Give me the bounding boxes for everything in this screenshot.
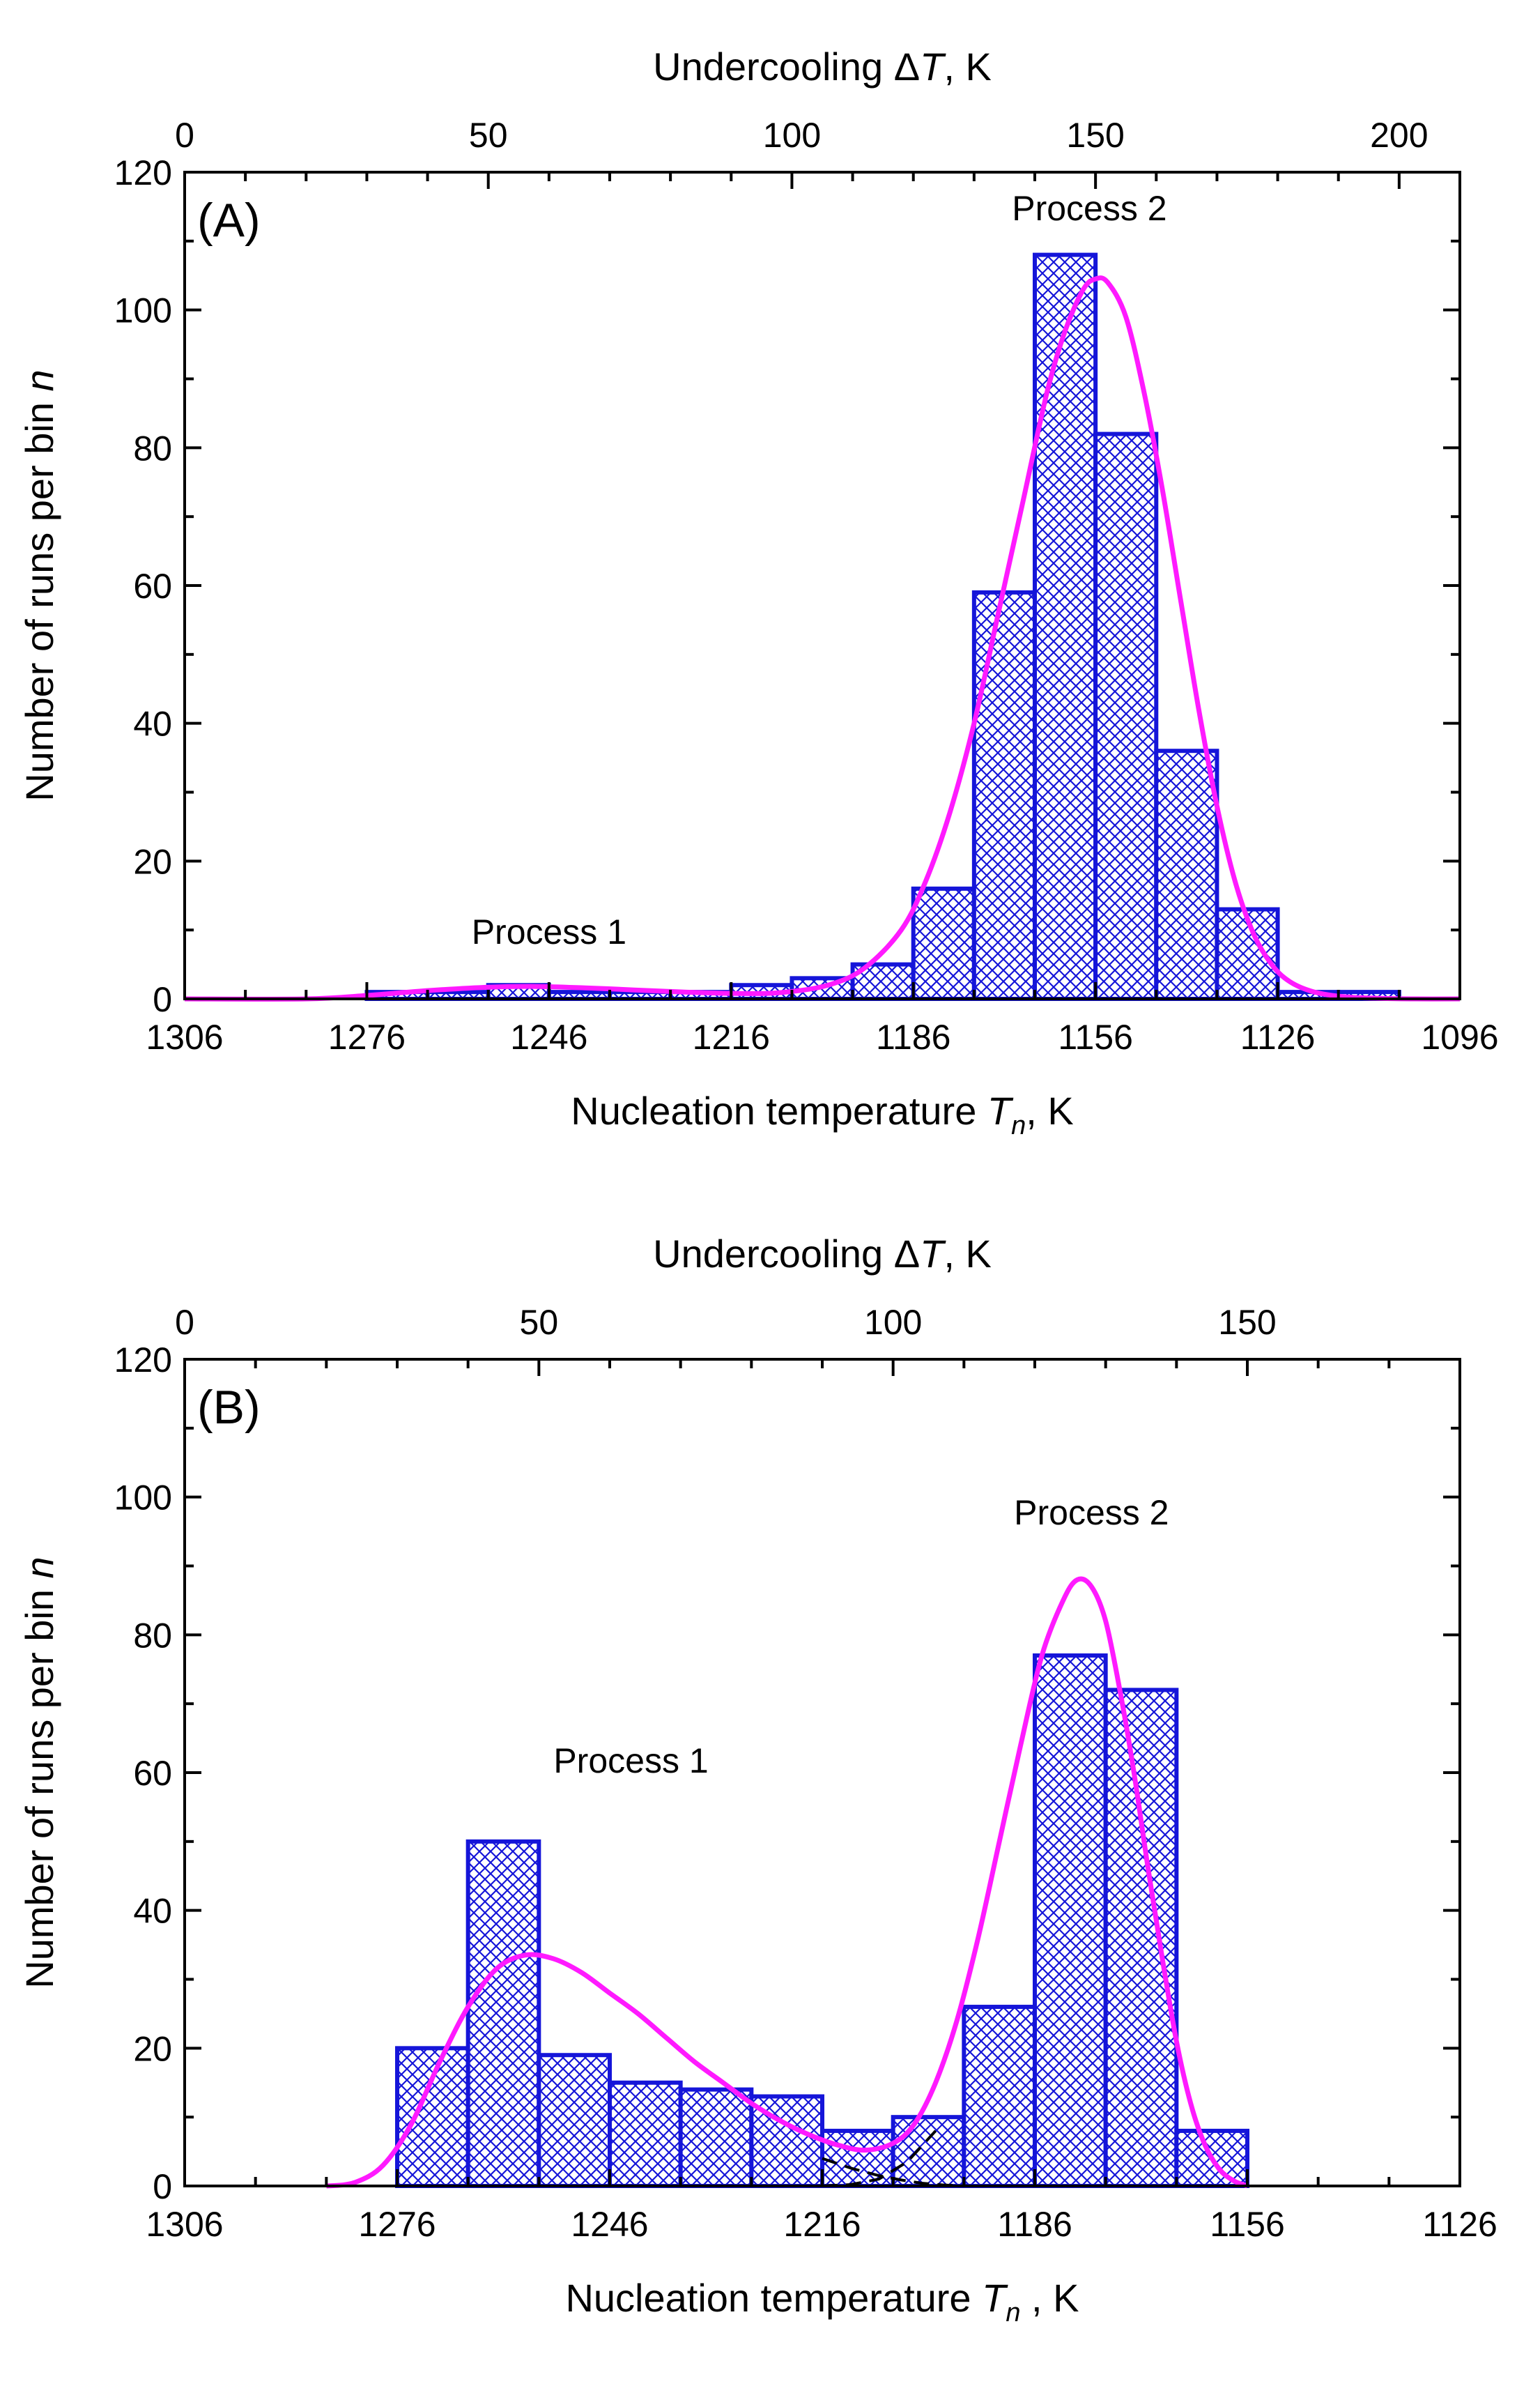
panel-b-bar-3: [608, 2080, 683, 2188]
panel-b-bar-0: [395, 2046, 470, 2188]
panel-a-top-axis-title: Undercooling ΔT, K: [653, 45, 992, 89]
panel-a-bottom-tick-label: 1156: [1058, 1018, 1133, 1057]
panel-a-bar-12: [1093, 431, 1159, 1001]
panel-a-bottom-tick-label: 1246: [510, 1018, 587, 1057]
panel-a-y-tick-label: 0: [153, 980, 172, 1019]
panel-b-bottom-tick-label: 1216: [783, 2205, 861, 2244]
panel-b-y-tick-label: 80: [133, 1616, 172, 1655]
panel-a-bottom-axis-title: Nucleation temperature Tn, K: [571, 1089, 1073, 1140]
panel-b-bar-10: [1103, 1688, 1179, 2188]
panel-b-component-curve-2: [822, 2130, 937, 2187]
panel-b-top-tick-label: 0: [175, 1303, 194, 1342]
panel-b-bottom-tick-label: 1276: [358, 2205, 436, 2244]
panel-a-bottom-tick-label: 1096: [1421, 1018, 1498, 1057]
panel-a-fit-curve: [184, 275, 1461, 1002]
panel-a-annotation: Process 2: [1012, 189, 1166, 228]
panel-a-top-tick-label: 100: [763, 116, 821, 155]
panel-b-bar-1: [465, 1839, 541, 2188]
panel-a-bottom-tick-label: 1186: [876, 1018, 951, 1057]
panel-b-y-tick-label: 100: [114, 1478, 172, 1517]
panel-b-bar-7: [891, 2115, 967, 2189]
panel-b-top-tick-label: 50: [520, 1303, 559, 1342]
panel-b-annotation: Process 2: [1014, 1493, 1169, 1532]
panel-a-y-tick-label: 120: [114, 153, 172, 192]
panel-b-bar-2: [537, 2053, 612, 2188]
panel-a-y-tick-label: 40: [133, 705, 172, 744]
panel-a-y-tick-label: 100: [114, 291, 172, 330]
panel-b-top-tick-label: 100: [864, 1303, 922, 1342]
panel-a-bar-13: [1154, 749, 1219, 1001]
panel-a-y-axis-title: Number of runs per bin n: [17, 369, 61, 801]
panel-a-y-tick-label: 80: [133, 429, 172, 468]
panel-a-bar-9: [911, 886, 976, 1002]
panel-b-bar-8: [962, 2005, 1038, 2189]
panel-a-bottom-tick-label: 1216: [693, 1018, 770, 1057]
panel-b-panel-label: (B): [197, 1381, 261, 1434]
panel-a-bottom-tick-label: 1276: [328, 1018, 406, 1057]
panel-a-top-tick-label: 150: [1066, 116, 1124, 155]
panel-b-bars: [395, 1653, 1250, 2189]
panel-a-bottom-tick-label: 1306: [146, 1018, 223, 1057]
panel-a-top-tick-label: 50: [469, 116, 508, 155]
panel-a-bars: [364, 252, 1401, 1002]
panel-b-y-tick-label: 20: [133, 2029, 172, 2068]
panel-a-panel-label: (A): [197, 194, 261, 247]
panel-b-bottom-axis-title: Nucleation temperature Tn , K: [565, 2276, 1079, 2327]
panel-b-y-tick-label: 120: [114, 1340, 172, 1379]
panel-b-bottom-tick-label: 1156: [1210, 2205, 1285, 2244]
panel-a-bar-10: [971, 590, 1038, 1001]
panel-a-y-tick-label: 20: [133, 842, 172, 881]
panel-a-plot-frame: [183, 171, 1461, 1000]
panel-b-bottom-tick-label: 1186: [997, 2205, 1072, 2244]
panel-a-annotation: Process 1: [472, 912, 626, 951]
panel-b-bar-9: [1033, 1653, 1108, 2189]
panel-a-chart: 1306 1276 1246 1216 1186 1156 1126 1096 0 50 100 15…: [17, 45, 1499, 1140]
panel-b-bottom-tick-label: 1246: [571, 2205, 648, 2244]
panel-b-top-axis-title: Undercooling ΔT, K: [653, 1232, 992, 1276]
panel-a-bar-11: [1033, 252, 1098, 1002]
panel-b-y-tick-label: 60: [133, 1754, 172, 1793]
panel-b-y-axis-title: Number of runs per bin n: [17, 1557, 61, 1988]
panel-b-y-tick-label: 0: [153, 2167, 172, 2206]
panel-a-y-tick-label: 60: [133, 567, 172, 606]
panel-b-plot-frame: [183, 1358, 1461, 2187]
panel-a-bottom-tick-label: 1126: [1240, 1018, 1316, 1057]
panel-b-y-tick-label: 40: [133, 1892, 172, 1931]
panel-a-top-tick-label: 0: [175, 116, 194, 155]
panel-b-bottom-tick-label: 1126: [1422, 2205, 1497, 2244]
panel-b-fit-curve: [325, 1576, 1249, 2189]
panel-b-annotation: Process 1: [553, 1741, 708, 1780]
panel-b-top-tick-label: 150: [1218, 1303, 1276, 1342]
panel-a-top-tick-label: 200: [1370, 116, 1428, 155]
panel-b-chart: 1306 1276 1246 1216 1186 1156 1126 0 50 100 150 0 20…: [17, 1232, 1497, 2327]
panel-b-bar-4: [678, 2087, 754, 2188]
panel-b-bottom-tick-label: 1306: [146, 2205, 223, 2244]
